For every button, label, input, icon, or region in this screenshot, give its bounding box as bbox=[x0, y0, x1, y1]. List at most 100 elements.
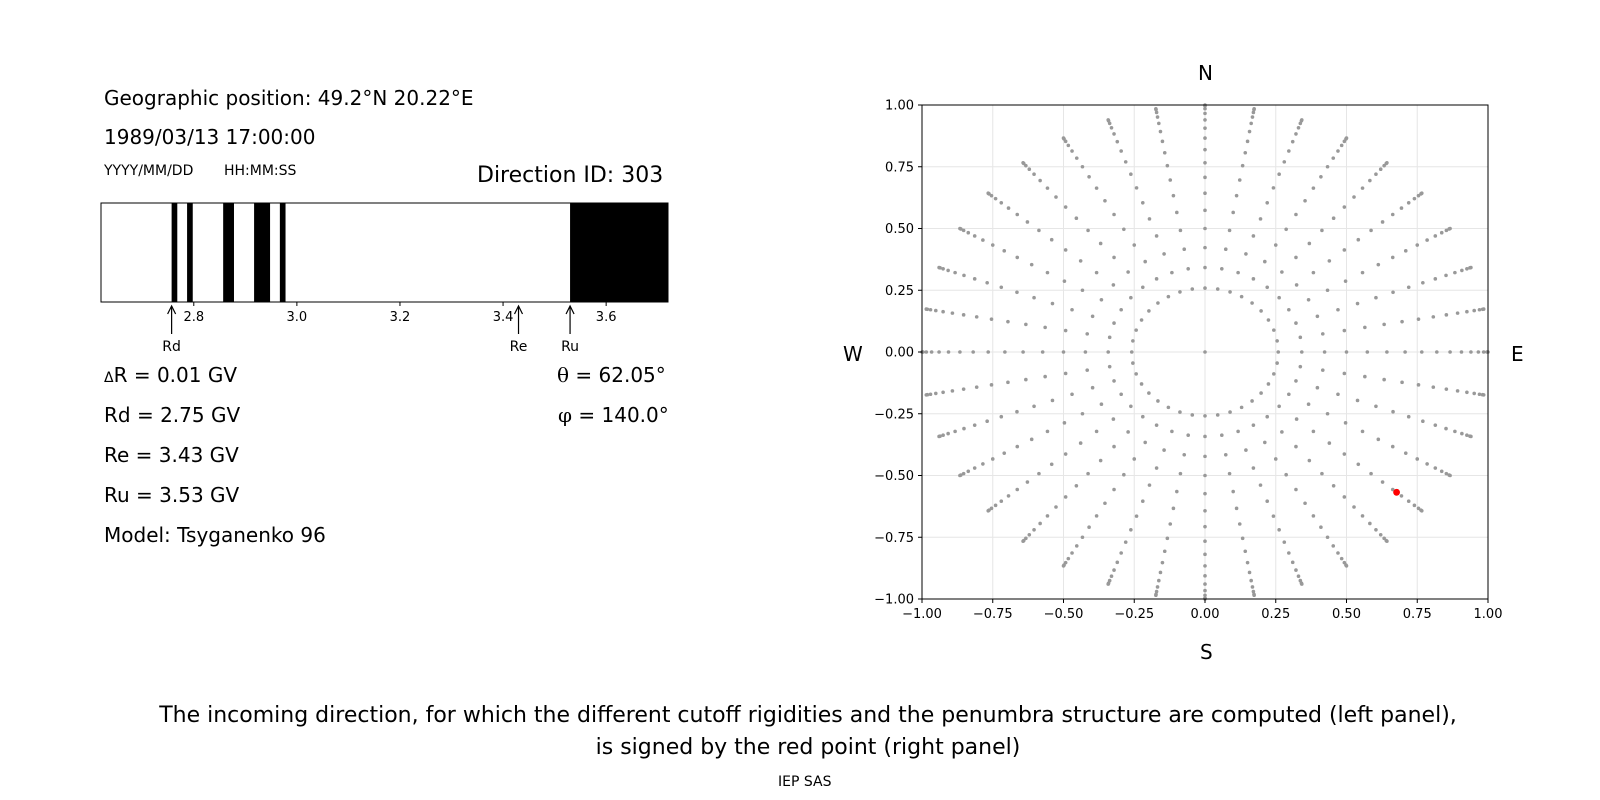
grid-point bbox=[1360, 514, 1365, 518]
grid-point bbox=[1342, 328, 1347, 333]
grid-point bbox=[1175, 489, 1179, 494]
grid-point bbox=[1363, 325, 1367, 330]
grid-point bbox=[1015, 255, 1020, 260]
grid-point bbox=[1251, 589, 1256, 594]
grid-point bbox=[1098, 241, 1103, 246]
grid-point bbox=[1045, 270, 1050, 275]
grid-point bbox=[1448, 226, 1452, 231]
grid-point bbox=[1122, 227, 1126, 232]
forbidden-band bbox=[279, 203, 286, 302]
grid-point bbox=[1252, 593, 1256, 598]
grid-point bbox=[1299, 582, 1304, 586]
grid-point bbox=[1006, 380, 1010, 385]
grid-point bbox=[1129, 350, 1134, 354]
grid-point bbox=[1015, 212, 1020, 217]
grid-point bbox=[1158, 129, 1163, 134]
grid-point bbox=[1374, 528, 1378, 532]
grid-point bbox=[1063, 371, 1068, 376]
grid-point bbox=[1419, 350, 1424, 354]
grid-point bbox=[1294, 132, 1298, 136]
grid-point bbox=[1203, 147, 1207, 152]
grid-point bbox=[1444, 313, 1449, 317]
grid-point bbox=[1249, 578, 1253, 583]
grid-point bbox=[1247, 570, 1252, 575]
grid-point bbox=[993, 503, 998, 508]
grid-point bbox=[1112, 444, 1116, 449]
grid-point bbox=[1090, 314, 1095, 319]
grid-point bbox=[1112, 379, 1116, 383]
grid-point bbox=[1115, 560, 1120, 565]
grid-point bbox=[986, 508, 991, 513]
grid-point bbox=[924, 307, 929, 311]
grid-point bbox=[1469, 265, 1473, 270]
grid-point bbox=[1111, 417, 1116, 421]
grid-point bbox=[1139, 382, 1144, 386]
grid-point bbox=[1178, 290, 1182, 294]
grid-point bbox=[985, 419, 989, 424]
grid-point bbox=[1140, 285, 1145, 290]
grid-point bbox=[1280, 430, 1284, 434]
grid-point bbox=[1131, 339, 1135, 343]
grid-point bbox=[1258, 217, 1263, 221]
grid-point bbox=[1406, 285, 1411, 290]
grid-point bbox=[1080, 288, 1085, 293]
grid-point bbox=[1037, 228, 1041, 233]
x-tick-label: −0.75 bbox=[973, 607, 1013, 622]
grid-point bbox=[1129, 528, 1133, 532]
grid-point bbox=[1220, 267, 1224, 271]
grid-point bbox=[1403, 350, 1407, 354]
grid-point bbox=[1263, 259, 1267, 264]
grid-point bbox=[1024, 377, 1028, 382]
grid-point bbox=[1322, 350, 1327, 354]
grid-point bbox=[1043, 325, 1047, 330]
grid-point bbox=[1025, 220, 1030, 224]
grid-point bbox=[1271, 186, 1276, 190]
grid-point bbox=[1455, 311, 1460, 315]
grid-point bbox=[1002, 249, 1007, 253]
grid-point bbox=[1311, 270, 1316, 275]
grid-point bbox=[1037, 471, 1041, 476]
grid-point bbox=[1112, 321, 1116, 325]
grid-point bbox=[971, 350, 975, 354]
grid-point bbox=[1027, 532, 1032, 537]
grid-point bbox=[1129, 172, 1133, 176]
grid-point bbox=[999, 201, 1004, 205]
grid-point bbox=[1294, 255, 1298, 260]
grid-point bbox=[961, 228, 966, 233]
grid-point bbox=[1296, 574, 1301, 578]
grid-point bbox=[1331, 216, 1336, 221]
grid-point bbox=[1231, 489, 1235, 494]
grid-point bbox=[1453, 429, 1457, 434]
grid-point bbox=[1103, 198, 1107, 203]
grid-point bbox=[1400, 319, 1404, 324]
credit-label: IEP SAS bbox=[778, 774, 832, 790]
grid-point bbox=[972, 423, 977, 427]
grid-point bbox=[1320, 332, 1325, 336]
grid-point bbox=[1215, 287, 1220, 291]
grid-point bbox=[1307, 458, 1312, 463]
grid-point bbox=[1250, 585, 1255, 589]
grid-point bbox=[1139, 318, 1144, 322]
grid-point bbox=[1147, 391, 1151, 395]
grid-point bbox=[941, 433, 945, 437]
grid-point bbox=[1162, 549, 1167, 554]
grid-point bbox=[1244, 252, 1248, 256]
grid-point bbox=[1275, 339, 1279, 343]
grid-point bbox=[1143, 259, 1147, 264]
theta-text: = 62.05° bbox=[575, 363, 666, 387]
grid-point bbox=[1421, 280, 1425, 285]
grid-point bbox=[1021, 160, 1025, 165]
grid-point bbox=[1094, 514, 1099, 518]
grid-point bbox=[1166, 294, 1171, 299]
grid-point bbox=[1203, 111, 1207, 116]
grid-point bbox=[1178, 471, 1183, 476]
grid-point bbox=[989, 317, 994, 321]
grid-point bbox=[1040, 350, 1045, 354]
grid-point bbox=[1311, 429, 1316, 434]
ru-value: Ru = 3.53 GV bbox=[104, 483, 240, 507]
grid-point bbox=[1098, 458, 1103, 463]
grid-point bbox=[1325, 164, 1330, 169]
grid-point bbox=[1385, 539, 1389, 544]
y-tick-label: 0.25 bbox=[885, 284, 914, 299]
forbidden-band bbox=[254, 203, 271, 302]
